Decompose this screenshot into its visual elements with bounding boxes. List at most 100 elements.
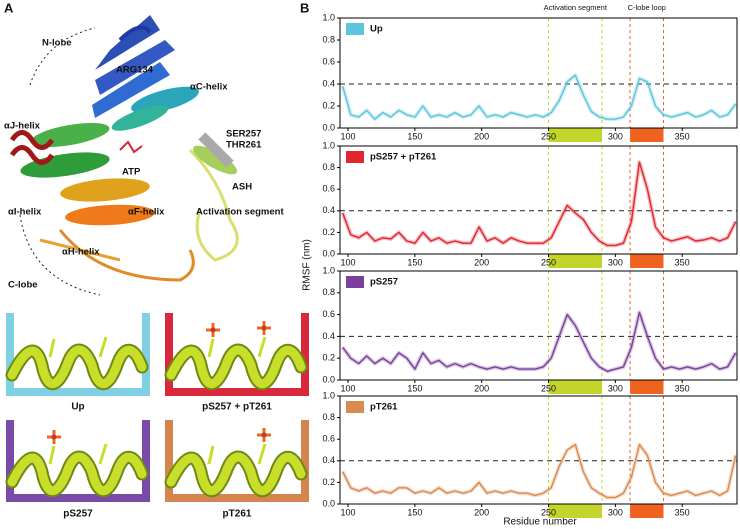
x-tick-label: 300 [608,507,623,517]
structure-label: ARG134 [116,65,154,76]
y-tick-label: 0.4 [322,331,335,341]
structure-label: C-lobe [8,280,38,291]
x-tick-label: 150 [407,257,422,267]
tile [6,313,150,396]
structure-label: αJ-helix [4,121,41,132]
tile-label: pS257 [63,509,93,520]
y-tick-label: 0.8 [322,162,335,172]
y-tick-label: 1.0 [322,265,335,275]
y-axis-title: RMSF (nm) [302,239,313,291]
plot-frame [339,145,738,255]
region-band [630,128,664,142]
legend-label: Up [370,24,383,35]
x-tick-label: 300 [608,383,623,393]
tile [165,313,309,396]
y-tick-label: 0.4 [322,78,335,88]
rmsf-line [342,311,737,372]
tile [6,420,150,502]
legend-swatch [346,151,364,163]
structure-label: ATP [122,167,141,178]
x-tick-label: 300 [608,257,623,267]
y-tick-label: 0.6 [322,309,335,319]
tile-label: Up [71,402,84,413]
plot-frame [339,17,738,129]
y-tick-label: 0.2 [322,353,335,363]
structure-label: αF-helix [128,207,165,218]
tile-label: pS257 + pT261 [202,402,272,413]
plot-area [340,18,737,128]
panel-label: A [4,0,14,15]
structure-label: αC-helix [190,82,228,93]
rmsf-line [342,443,737,499]
plot-area [340,396,737,504]
region-band [548,504,602,518]
plot-area [340,146,737,254]
x-tick-label: 200 [474,383,489,393]
region-band [630,254,664,268]
region-band [630,380,664,394]
x-tick-label: 100 [341,383,356,393]
x-tick-label: 250 [541,507,556,517]
legend-label: pS257 [370,277,398,288]
y-tick-label: 0.2 [322,477,335,487]
y-tick-label: 0.8 [322,34,335,44]
y-tick-label: 0.4 [322,205,335,215]
y-tick-label: 0.8 [322,287,335,297]
region-band [548,380,602,394]
y-tick-label: 0.8 [322,412,335,422]
y-tick-label: 0.6 [322,434,335,444]
structure-label: αH-helix [62,247,100,258]
plot-area [340,271,737,380]
tile [165,420,309,502]
legend-swatch [346,23,364,35]
region-label: Activation segment [544,3,608,12]
x-tick-label: 200 [474,507,489,517]
legend-label: pT261 [370,402,398,413]
panel-label: B [300,0,309,15]
x-tick-label: 250 [541,131,556,141]
x-tick-label: 100 [341,257,356,267]
y-tick-label: 0.4 [322,455,335,465]
legend-swatch [346,401,364,413]
structure-label: N-lobe [42,38,72,49]
x-tick-label: 350 [675,383,690,393]
structure-label: THR261 [226,140,262,151]
x-tick-label: 150 [407,383,422,393]
region-band [630,504,664,518]
tile-label: pT261 [223,509,252,520]
structure-label: Activation segment [196,207,284,218]
y-tick-label: 0.0 [322,248,335,258]
region-band [548,254,602,268]
structure-label: αI-helix [8,207,42,218]
x-tick-label: 250 [541,257,556,267]
x-tick-label: 150 [407,507,422,517]
y-tick-label: 1.0 [322,390,335,400]
x-tick-label: 150 [407,131,422,141]
plot-frame [339,270,738,381]
x-tick-label: 350 [675,131,690,141]
x-tick-label: 200 [474,131,489,141]
x-tick-label: 350 [675,507,690,517]
x-tick-label: 300 [608,131,623,141]
region-band [548,128,602,142]
x-tick-label: 100 [341,507,356,517]
y-tick-label: 0.6 [322,56,335,66]
x-axis-title: Residue number [503,517,577,528]
legend-label: pS257 + pT261 [370,152,437,163]
y-tick-label: 0.6 [322,184,335,194]
rmsf-line [342,161,737,247]
y-tick-label: 0.2 [322,100,335,110]
y-tick-label: 0.0 [322,122,335,132]
y-tick-label: 1.0 [322,12,335,22]
structure-label: ASH [232,182,252,193]
structure-label: SER257 [226,129,261,140]
y-tick-label: 0.0 [322,498,335,508]
x-tick-label: 350 [675,257,690,267]
region-label: C-lobe loop [628,3,666,12]
legend-swatch [346,276,364,288]
x-tick-label: 100 [341,131,356,141]
y-tick-label: 1.0 [322,140,335,150]
y-tick-label: 0.0 [322,374,335,384]
protein-structure [9,15,239,296]
